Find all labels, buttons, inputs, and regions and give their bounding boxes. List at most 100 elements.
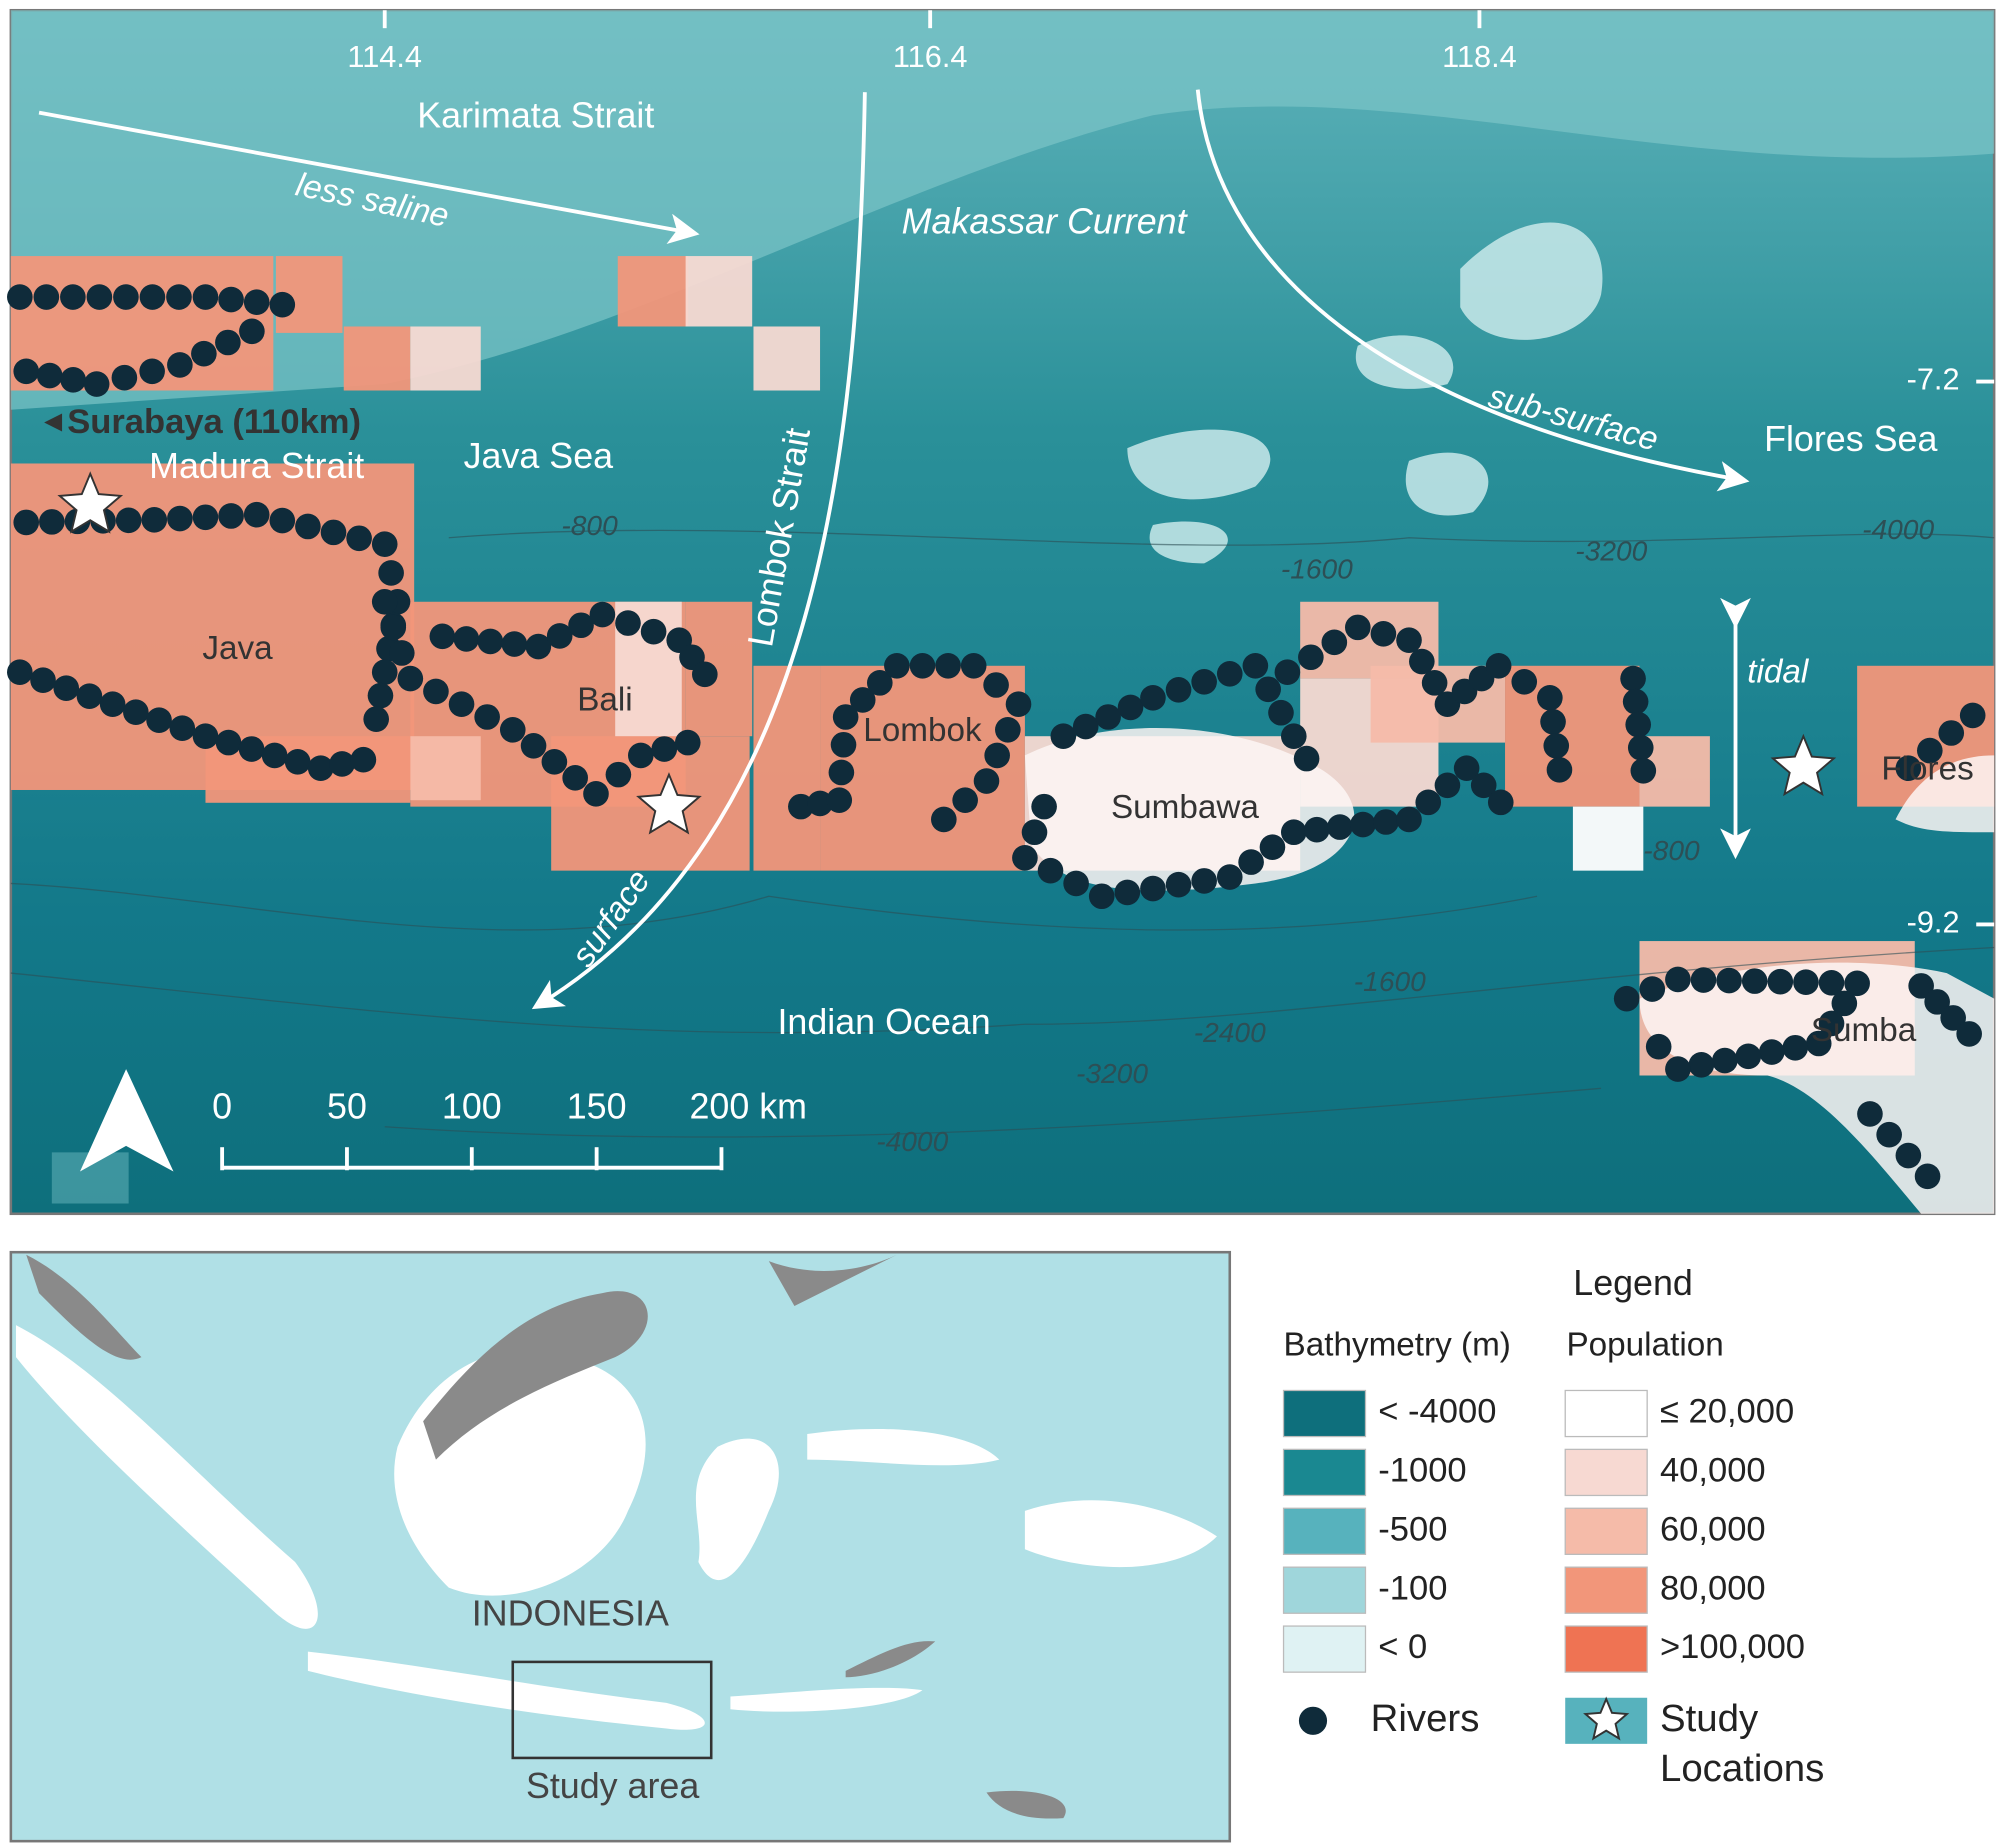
place-label: Sumba: [1811, 1012, 1917, 1049]
river: [1690, 967, 1717, 993]
river: [99, 691, 126, 718]
river: [192, 504, 219, 531]
river: [1396, 806, 1422, 833]
contour-label: -3200: [1575, 536, 1647, 567]
legend-group-title: Bathymetry (m): [1284, 1327, 1511, 1364]
river: [1005, 691, 1032, 718]
river: [1321, 629, 1348, 656]
place-label: Flores Sea: [1764, 419, 1937, 459]
river: [261, 742, 288, 769]
river: [1293, 745, 1320, 772]
population-cell: [410, 736, 481, 801]
river: [627, 742, 654, 769]
river: [1470, 772, 1497, 799]
river: [33, 284, 60, 310]
river: [995, 717, 1021, 743]
river: [1716, 967, 1742, 994]
river: [640, 618, 667, 645]
main-map: 114.4 116.4 118.4 -7.2 -9.2 0 50 100 150 200 km Ka…: [7, 8, 1996, 1216]
river: [983, 672, 1009, 698]
river: [123, 699, 149, 726]
legend-swatch: [1564, 1448, 1648, 1497]
legend-label: 80,000: [1660, 1569, 1766, 1607]
shallow-sea: [10, 10, 1995, 410]
river: [832, 704, 859, 730]
river: [1350, 811, 1376, 838]
river: [1620, 665, 1646, 692]
river: [1487, 789, 1514, 816]
direction-arrow: [44, 413, 63, 432]
river: [169, 715, 196, 742]
river: [546, 623, 573, 649]
legend-river-marker: [1298, 1706, 1328, 1735]
river: [1895, 1142, 1922, 1169]
river: [1165, 871, 1192, 898]
river: [388, 640, 415, 666]
legend-swatch: [1282, 1507, 1367, 1555]
longitude-label: 116.4: [893, 39, 968, 74]
river: [674, 729, 701, 756]
legend-label: >100,000: [1660, 1628, 1805, 1666]
river: [7, 284, 33, 310]
river: [1543, 733, 1570, 759]
legend-label: -1000: [1378, 1452, 1466, 1490]
river: [477, 628, 504, 655]
river: [1793, 969, 1819, 996]
river: [192, 284, 219, 310]
land: [695, 1428, 1217, 1581]
river: [562, 765, 588, 791]
river: [423, 678, 449, 705]
river: [1741, 968, 1768, 994]
river: [568, 612, 594, 639]
longitude-label: 114.4: [347, 39, 422, 74]
river: [1688, 1052, 1715, 1078]
river: [146, 707, 172, 734]
legend-label: -100: [1378, 1569, 1447, 1607]
river: [1088, 883, 1115, 910]
place-label: Java: [202, 630, 273, 667]
river: [1758, 1039, 1785, 1065]
place-label: Bali: [577, 681, 632, 718]
river: [1511, 668, 1538, 695]
river: [448, 691, 475, 718]
river: [397, 665, 424, 692]
river: [371, 531, 398, 557]
river: [1831, 990, 1858, 1017]
river: [1409, 648, 1435, 675]
legend-title: Legend: [1573, 1263, 1693, 1303]
river: [39, 509, 65, 535]
river: [269, 507, 296, 534]
legend: Legend Bathymetry (m) Population < -4000 -10…: [1282, 1263, 1824, 1790]
river: [1344, 614, 1371, 641]
river: [1546, 757, 1573, 783]
scale-bar-label: 200 km: [689, 1086, 807, 1126]
contour-line: [10, 946, 1995, 1034]
legend-label: 60,000: [1660, 1510, 1766, 1548]
river: [1216, 660, 1243, 687]
river: [30, 667, 56, 693]
river: [1280, 819, 1307, 846]
river: [1940, 1005, 1966, 1031]
river: [1327, 814, 1353, 840]
legend-label: Study: [1660, 1697, 1759, 1740]
scale-bar-label: 150: [567, 1086, 627, 1126]
river: [1238, 849, 1264, 875]
river: [367, 682, 394, 709]
population-cell: [410, 326, 481, 391]
river: [807, 790, 833, 817]
river: [1613, 985, 1640, 1012]
contour-label: -1600: [1281, 553, 1353, 584]
river: [192, 723, 219, 750]
river: [13, 509, 40, 536]
legend-label: < 0: [1378, 1628, 1427, 1666]
river: [1165, 676, 1192, 703]
river: [692, 661, 718, 688]
legend-swatch: [1282, 1625, 1367, 1673]
river: [139, 358, 165, 385]
river: [1373, 809, 1399, 835]
river: [1037, 857, 1064, 884]
place-label: Indian Ocean: [777, 1002, 990, 1042]
north-arrow: [80, 1069, 174, 1172]
legend-label: Rivers: [1371, 1697, 1480, 1740]
